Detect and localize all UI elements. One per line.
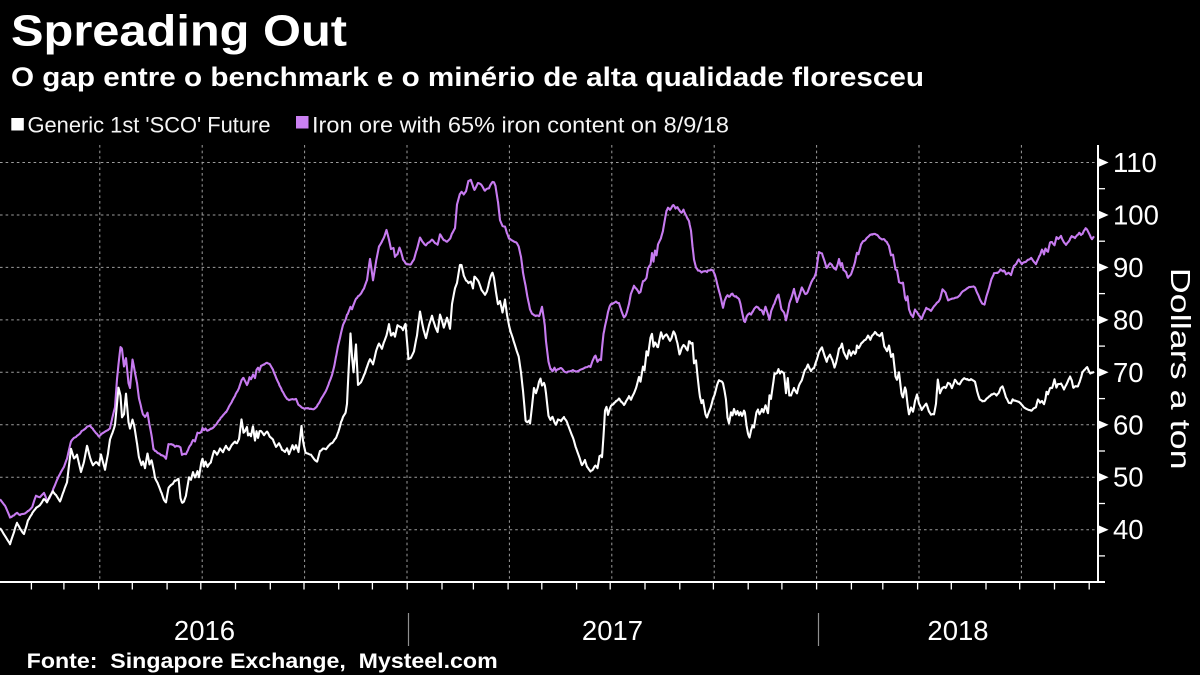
svg-text:50: 50: [1113, 462, 1144, 493]
svg-text:60: 60: [1113, 409, 1144, 440]
svg-text:Dollars a ton: Dollars a ton: [1165, 268, 1196, 470]
svg-text:2018: 2018: [927, 615, 988, 646]
svg-text:Generic 1st 'SCO' Future: Generic 1st 'SCO' Future: [28, 113, 271, 138]
svg-text:Fonte: Singapore Exchange, M: Fonte: Singapore Exchange, Mysteel.com: [27, 650, 498, 673]
svg-text:2017: 2017: [582, 615, 643, 646]
svg-text:2016: 2016: [174, 615, 235, 646]
svg-text:Spreading Out: Spreading Out: [11, 7, 347, 56]
svg-text:O gap entre o benchmark e o mi: O gap entre o benchmark e o minério de a…: [11, 62, 924, 92]
svg-text:110: 110: [1113, 147, 1157, 178]
svg-text:40: 40: [1113, 514, 1144, 545]
svg-text:70: 70: [1113, 357, 1144, 388]
svg-text:90: 90: [1113, 252, 1144, 283]
svg-text:80: 80: [1113, 304, 1144, 335]
svg-text:Iron ore with 65% iron content: Iron ore with 65% iron content on 8/9/18: [312, 113, 729, 138]
svg-text:100: 100: [1113, 200, 1159, 231]
